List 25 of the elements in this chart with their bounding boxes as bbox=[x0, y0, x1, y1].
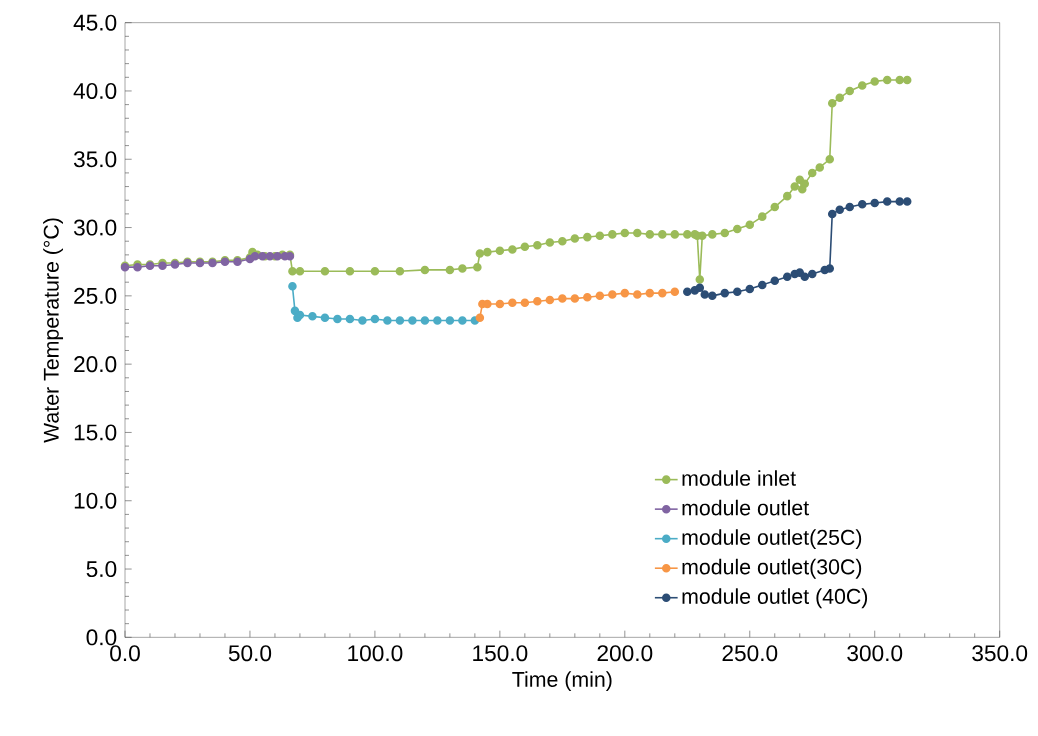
y-tick-label: 5.0 bbox=[86, 561, 117, 578]
x-tick-label: 50.0 bbox=[228, 645, 272, 662]
legend-label: module outlet(25C) bbox=[682, 529, 862, 550]
legend-label: module outlet(30C) bbox=[682, 558, 862, 579]
y-tick-label: 45.0 bbox=[73, 14, 117, 31]
legend-label: module outlet (40C) bbox=[682, 588, 868, 609]
legend-label: module inlet bbox=[682, 470, 796, 486]
y-tick-label: 10.0 bbox=[74, 492, 117, 509]
y-tick-label: 0.0 bbox=[86, 629, 117, 646]
x-tick-label: 300.0 bbox=[847, 645, 903, 662]
x-tick-label: 150.0 bbox=[473, 645, 528, 662]
x-tick-label: 0.0 bbox=[110, 645, 140, 662]
y-tick-label: 15.0 bbox=[74, 424, 117, 441]
x-tick-label: 100.0 bbox=[348, 645, 403, 662]
y-tick-label: 35.0 bbox=[73, 151, 117, 168]
x-tick-label: 200.0 bbox=[597, 645, 653, 662]
x-tick-label: 250.0 bbox=[722, 645, 778, 662]
x-tick-label: 350.0 bbox=[972, 645, 1028, 662]
y-tick-label: 25.0 bbox=[74, 287, 117, 304]
y-tick-label: 40.0 bbox=[73, 82, 117, 99]
y-tick-label: 30.0 bbox=[73, 219, 117, 236]
x-axis-title: Time (min) bbox=[512, 671, 612, 692]
y-tick-label: 20.0 bbox=[74, 356, 117, 373]
y-axis-title: Water Temperature (°C) bbox=[43, 218, 64, 443]
legend-label: module outlet bbox=[682, 499, 809, 516]
